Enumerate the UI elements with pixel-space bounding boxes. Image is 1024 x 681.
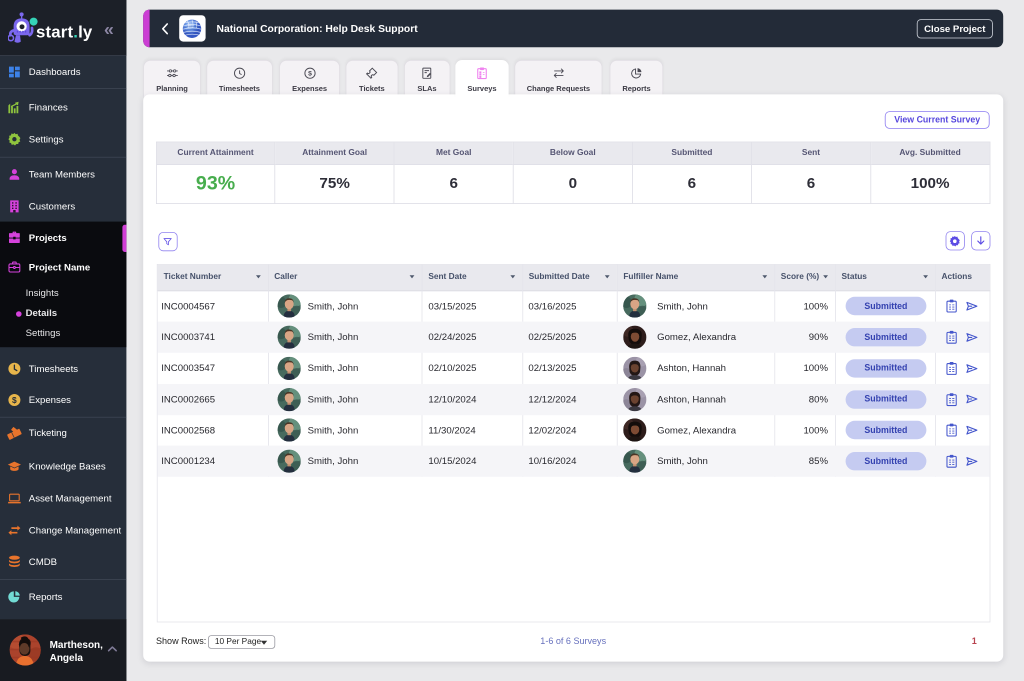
- svg-text:$: $: [12, 395, 17, 405]
- svg-text:$: $: [308, 71, 312, 78]
